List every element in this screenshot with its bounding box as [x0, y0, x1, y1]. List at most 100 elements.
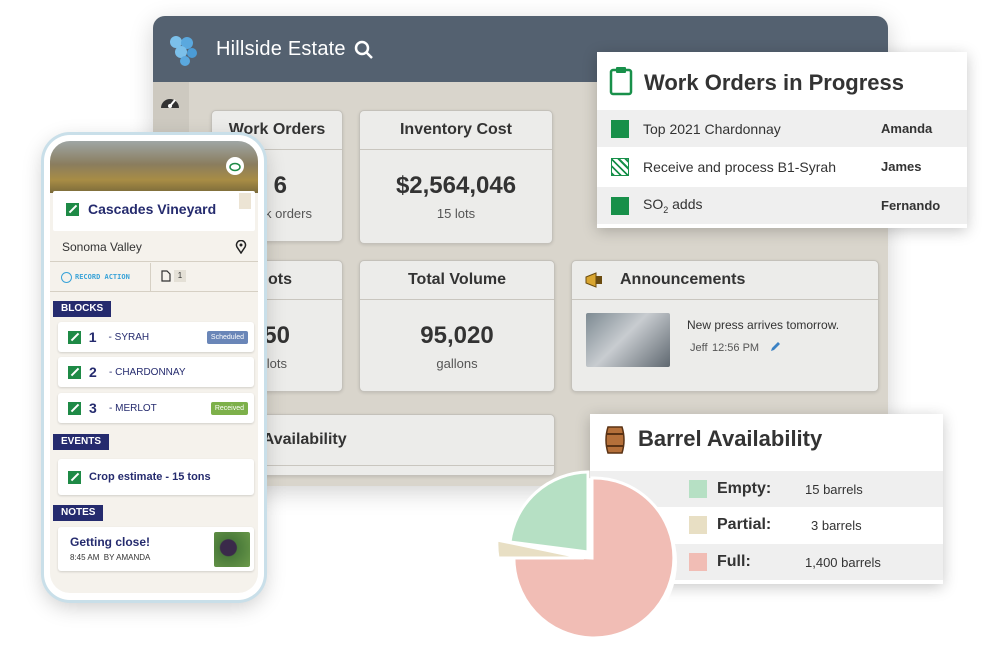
vineyard-leaf-icon — [66, 203, 79, 216]
card-title: ots — [212, 261, 342, 300]
notes-header: NOTES — [53, 505, 104, 521]
search-icon[interactable] — [354, 40, 374, 60]
pie-slice-partial — [495, 538, 585, 560]
event-item[interactable]: Crop estimate - 15 tons — [58, 459, 254, 495]
status-partial-icon — [611, 157, 629, 176]
edit-pencil-icon[interactable] — [769, 341, 781, 353]
dashboard-gauge-icon[interactable] — [158, 92, 182, 112]
press-photo — [586, 313, 670, 367]
block-number: 1 — [88, 329, 97, 345]
megaphone-icon — [585, 272, 602, 288]
divider — [50, 291, 258, 292]
empty-swatch — [689, 480, 707, 498]
work-order-task: SO2 adds — [643, 196, 703, 215]
barrel-icon — [605, 426, 625, 454]
barrel-value: 15 barrels — [805, 481, 863, 497]
work-order-assignee: Amanda — [881, 121, 933, 136]
block-name: - CHARDONNAY — [109, 366, 186, 378]
work-orders-title: Work Orders in Progress — [644, 70, 905, 95]
work-order-assignee: Fernando — [881, 198, 941, 213]
vineyard-card: Cascades Vineyard — [53, 191, 255, 231]
card-value: 50 — [263, 322, 290, 349]
card-sub: gallons — [436, 356, 478, 371]
card-title: Inventory Cost — [360, 111, 552, 150]
vineyard-photo — [50, 141, 258, 193]
divider — [150, 263, 151, 291]
announcement-text: New press arrives tomorrow. — [687, 318, 840, 332]
estate-title: Hillside Estate — [216, 38, 346, 60]
announcement-author: Jeff — [690, 342, 708, 354]
barrel-label: Full: — [717, 553, 751, 570]
vineyard-location: Sonoma Valley — [62, 240, 142, 254]
barrel-label: Empty: — [717, 480, 772, 497]
divider — [50, 261, 258, 262]
work-order-task: Top 2021 Chardonnay — [643, 120, 781, 137]
work-order-assignee: James — [881, 159, 922, 174]
block-status-tag: Received — [210, 401, 248, 415]
card-value: $2,564,046 — [395, 172, 517, 199]
block-leaf-icon — [68, 365, 81, 379]
record-action-button[interactable]: RECORD ACTION — [75, 273, 130, 281]
events-header: EVENTS — [53, 434, 110, 450]
block-number: 3 — [89, 400, 97, 416]
block-item[interactable]: 3 - MERLOT Received — [58, 393, 254, 423]
card-title: Work Orders — [212, 111, 342, 150]
full-swatch — [689, 553, 707, 571]
block-item[interactable]: 1 - SYRAH Scheduled — [58, 322, 254, 352]
block-status-tag: Scheduled — [206, 330, 248, 344]
card-sub: 15 lots — [436, 206, 476, 221]
status-filled-icon — [611, 196, 629, 215]
block-name: - SYRAH — [108, 331, 150, 343]
note-item[interactable]: Getting close! 8:45 AM BY AMANDA — [58, 527, 254, 571]
barrel-pie-chart — [495, 470, 677, 646]
availability-card[interactable]: k Availability — [211, 414, 555, 476]
work-order-row[interactable]: SO2 adds Fernando — [597, 187, 967, 224]
grapes-photo — [214, 532, 250, 567]
work-order-task: Receive and process B1-Syrah — [643, 158, 836, 175]
block-leaf-icon — [68, 330, 81, 344]
vineyard-name: Cascades Vineyard — [88, 201, 217, 217]
grapes-logo-icon — [170, 36, 197, 66]
announcements-header: Announcements — [572, 261, 878, 300]
block-item[interactable]: 2 - CHARDONNAY — [58, 357, 254, 387]
partial-swatch — [689, 516, 707, 534]
work-order-row[interactable]: Top 2021 Chardonnay Amanda — [597, 110, 967, 147]
work-orders-panel: Work Orders in Progress Top 2021 Chardon… — [597, 52, 967, 228]
pie-slice-full — [512, 476, 676, 640]
document-count: 1 — [174, 270, 186, 282]
inventory-cost-card[interactable]: Inventory Cost $2,564,046 15 lots — [359, 110, 553, 244]
card-title: Announcements — [620, 271, 746, 288]
event-leaf-icon — [68, 470, 81, 484]
card-title: k Availability — [212, 415, 554, 466]
note-title: Getting close! — [70, 535, 151, 549]
barrel-label: Partial: — [717, 516, 772, 533]
barrel-title: Barrel Availability — [638, 426, 823, 451]
total-volume-card[interactable]: Total Volume 95,020 gallons — [359, 260, 555, 392]
barrel-value: 3 barrels — [811, 517, 862, 533]
card-value: 6 — [273, 172, 287, 199]
announcements-card[interactable]: Announcements New press arrives tomorrow… — [571, 260, 879, 392]
announcement-time: 12:56 PM — [712, 342, 760, 354]
location-pin-icon[interactable] — [235, 240, 247, 254]
mobile-phone: Cascades Vineyard Sonoma Valley RECORD A… — [44, 135, 264, 600]
weather-icon[interactable] — [226, 157, 244, 175]
block-name: - MERLOT — [109, 402, 157, 414]
work-order-row[interactable]: Receive and process B1-Syrah James — [597, 148, 967, 185]
pie-slice-empty — [508, 470, 590, 554]
card-title: Total Volume — [360, 261, 554, 300]
clipboard-icon — [609, 67, 633, 96]
event-text: Crop estimate - 15 tons — [89, 471, 211, 483]
block-number: 2 — [89, 364, 97, 380]
barrel-row-partial: Partial: 3 barrels — [590, 507, 943, 543]
phone-screen: Cascades Vineyard Sonoma Valley RECORD A… — [50, 141, 258, 593]
block-leaf-icon — [68, 401, 81, 415]
document-icon[interactable] — [161, 270, 171, 282]
card-sub: lots — [266, 356, 287, 371]
card-value: 95,020 — [420, 322, 494, 349]
check-circle-icon — [61, 272, 72, 283]
bookmark-icon[interactable] — [239, 193, 251, 209]
note-meta: 8:45 AM BY AMANDA — [70, 553, 151, 562]
status-filled-icon — [611, 119, 629, 138]
card-sub: k orders — [265, 206, 312, 221]
barrel-value: 1,400 barrels — [805, 554, 881, 570]
